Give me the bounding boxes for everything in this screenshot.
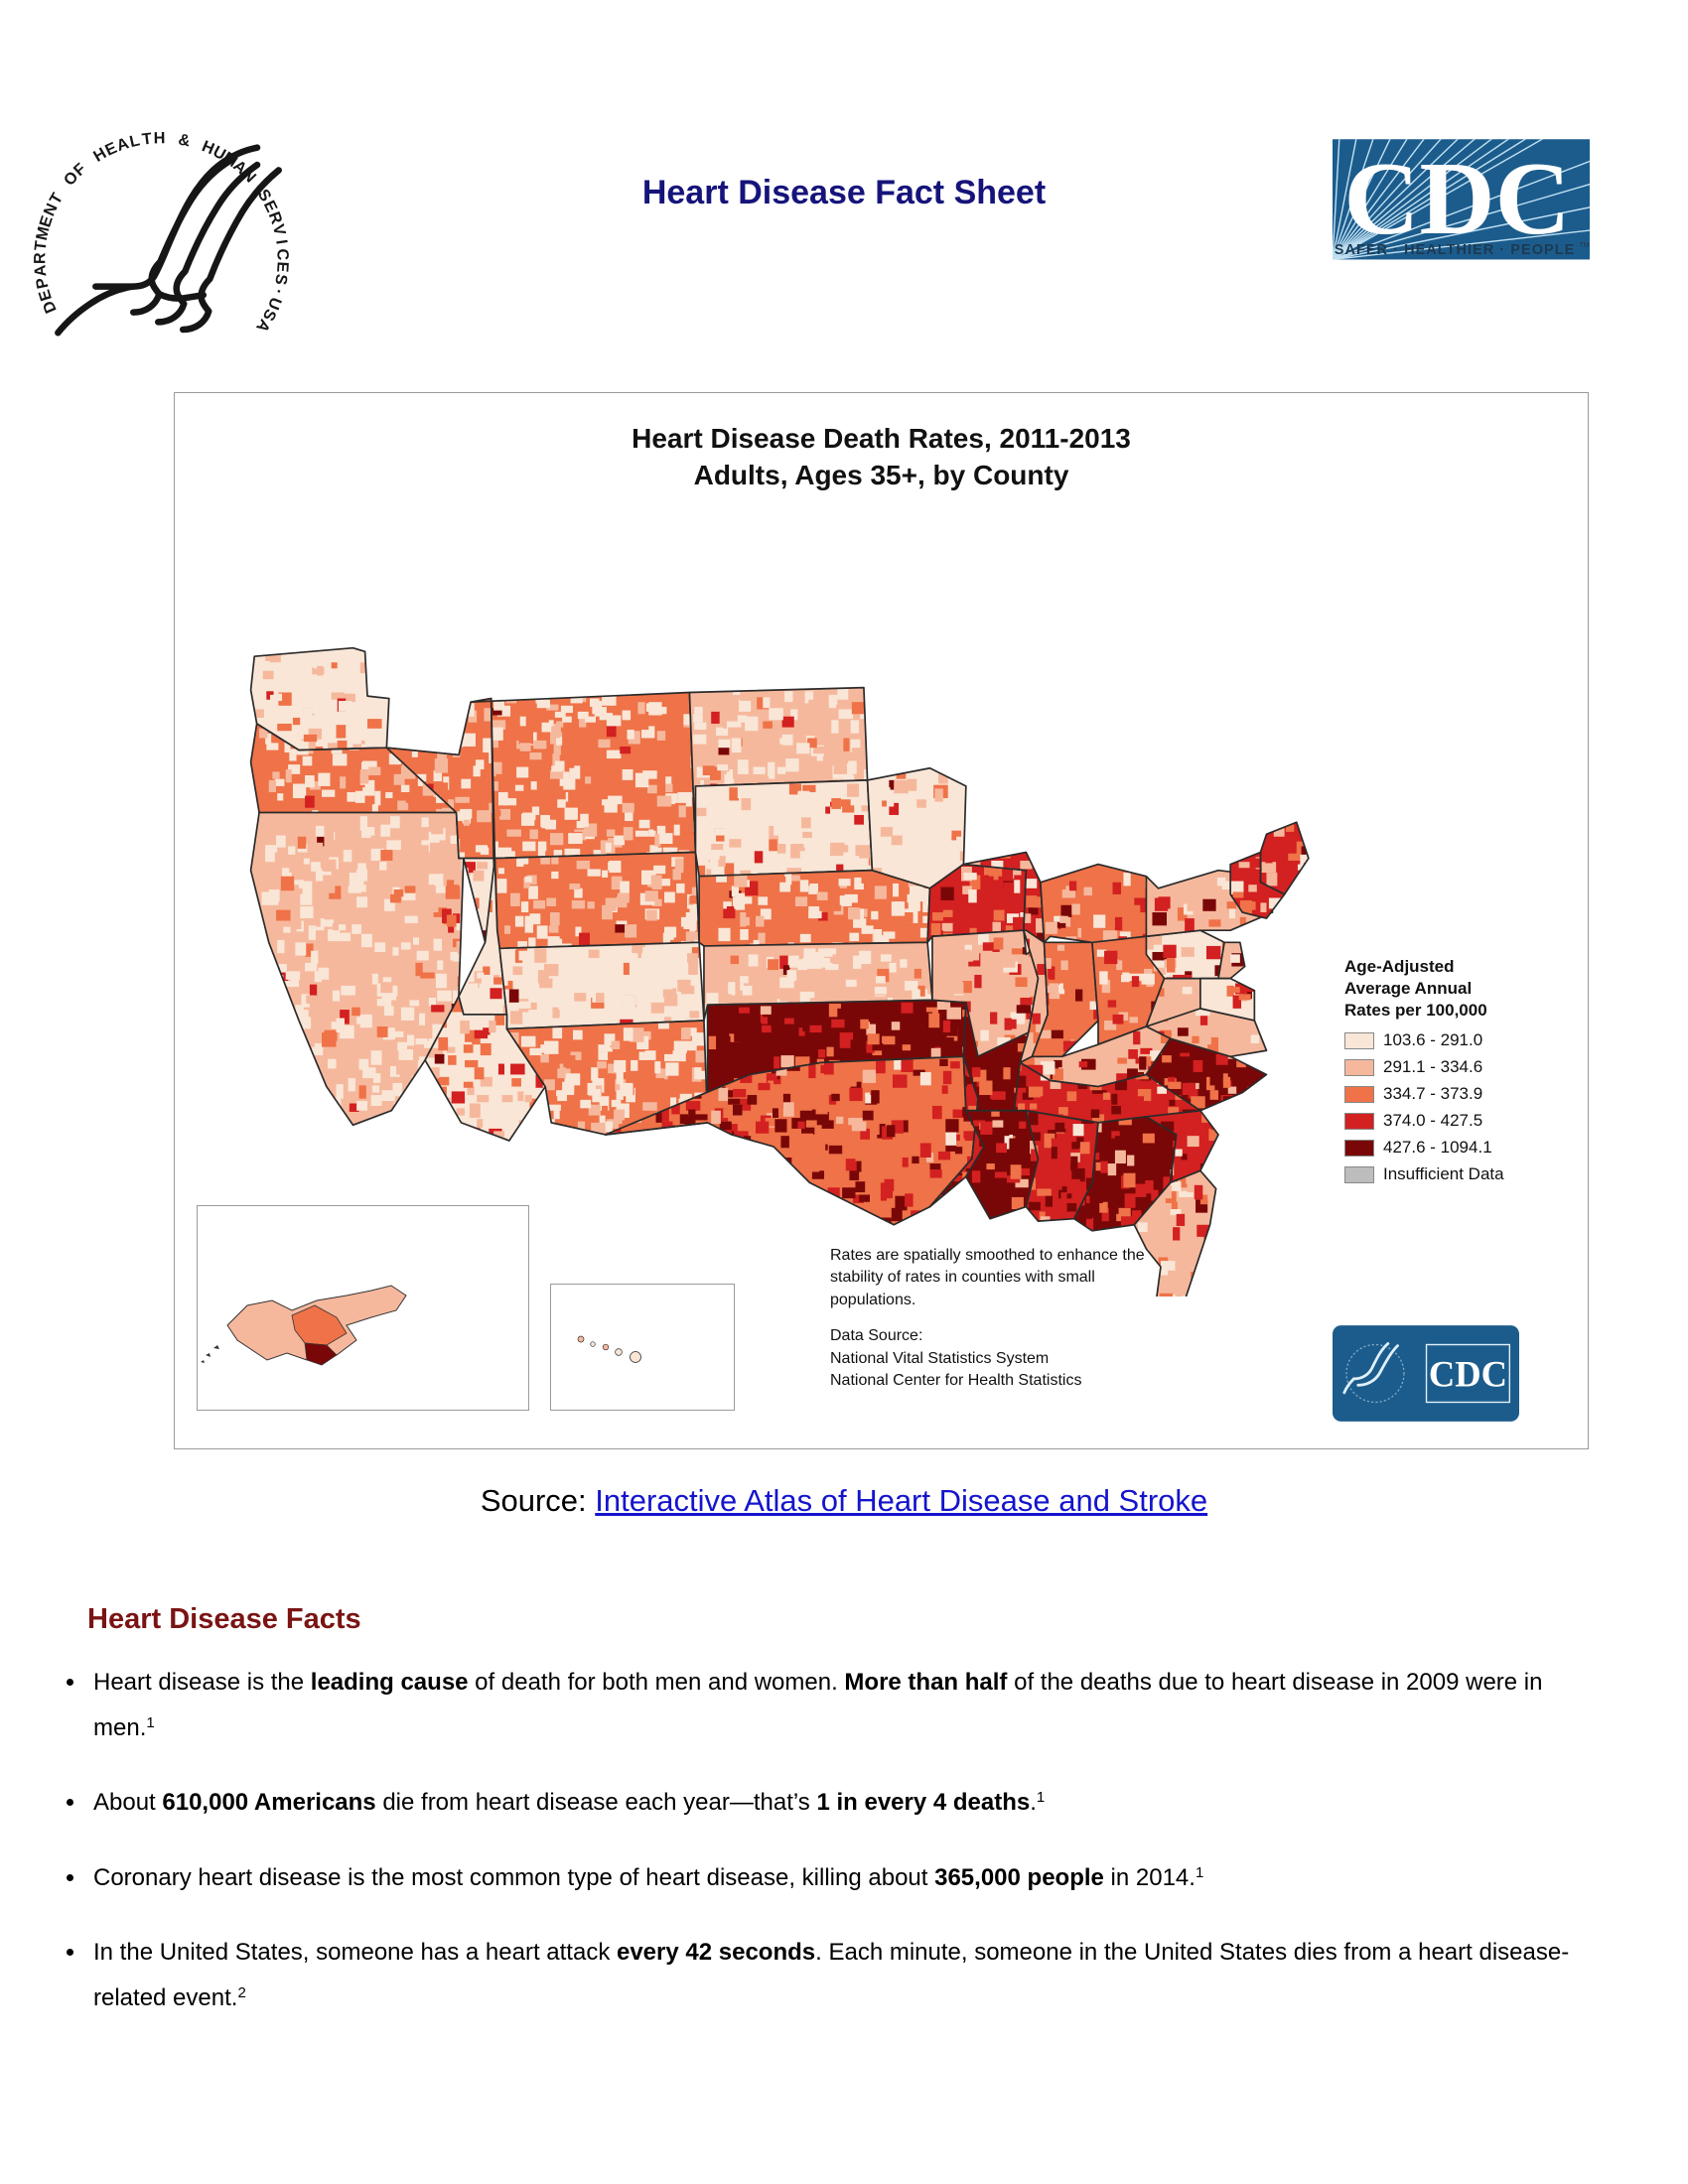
svg-text:C: C	[273, 248, 291, 261]
svg-text:S: S	[271, 273, 291, 287]
svg-text:CDC: CDC	[1429, 1353, 1507, 1394]
svg-text:I: I	[272, 238, 290, 245]
svg-text:R: R	[31, 252, 49, 264]
svg-text:E: E	[273, 261, 292, 273]
svg-text:A: A	[31, 264, 50, 278]
svg-text:CDC: CDC	[1343, 140, 1570, 256]
svg-text:SAFER · HEALTHIER · PEOPLE: SAFER · HEALTHIER · PEOPLE	[1335, 242, 1576, 258]
svg-text:T: T	[141, 130, 153, 149]
svg-text:&: &	[177, 131, 192, 151]
svg-text:H: H	[154, 129, 166, 147]
svg-text:·: ·	[269, 287, 288, 297]
svg-text:TM: TM	[1579, 242, 1589, 249]
